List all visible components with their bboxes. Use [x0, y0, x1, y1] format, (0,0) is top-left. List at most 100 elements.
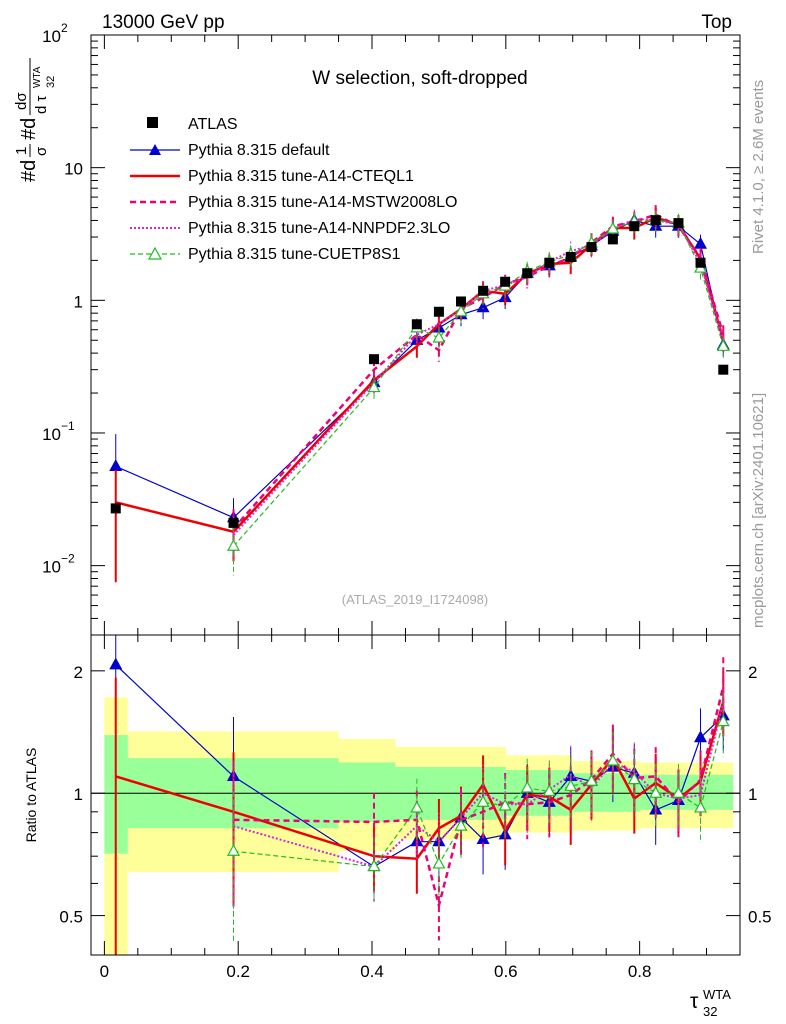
atlas-point [455, 296, 466, 307]
atlas-point [673, 218, 684, 229]
ylabel-sup: WTA [32, 66, 43, 88]
atlas-point [433, 306, 444, 317]
main-line-nnpdf [232, 218, 725, 536]
main-ylabel: #d 1 σ #d dσ d τ 32 WTA [13, 58, 57, 182]
main-ytick-label: 10 [42, 425, 61, 444]
ratio-marker-cuetp [498, 798, 512, 811]
ratio-marker-cuetp [410, 800, 424, 813]
ratio-marker-cuetp [716, 714, 730, 727]
ratio-marker-cuetp [564, 779, 578, 791]
analysis-watermark: (ATLAS_2019_I1724098) [342, 592, 488, 607]
main-marker-pythia_default [476, 300, 490, 313]
ratio-ytick-label: 1 [74, 785, 83, 804]
ylabel-hash-1: #d [18, 160, 40, 182]
atlas-point [650, 215, 661, 226]
main-line-pythia_default [115, 219, 724, 519]
ratio-marker-cuetp [454, 818, 468, 831]
ratio-marker-pythia_default [694, 730, 708, 743]
ylabel-sigma: σ [33, 146, 50, 156]
atlas-point [629, 221, 640, 232]
ylabel-sub: 32 [45, 76, 57, 88]
main-line-mstw [232, 213, 725, 530]
legend-cteql1-label: Pythia 8.315 tune-A14-CTEQL1 [188, 168, 414, 185]
ylabel-dsigma: dσ [13, 92, 30, 110]
ratio-marker-cuetp [367, 859, 381, 872]
ratio-line-nnpdf [233, 702, 725, 868]
ratio-xtick-label: 0.6 [494, 962, 518, 981]
ratio-marker-cuetp [606, 753, 620, 766]
main-marker-pythia_default [694, 236, 708, 249]
main-line-cuetp [233, 219, 724, 547]
legend: ATLAS Pythia 8.315 default Pythia 8.315 … [130, 116, 457, 263]
atlas-point [500, 276, 511, 287]
ratio-line-cteql1 [115, 701, 725, 861]
ratio-marker-cuetp [542, 784, 556, 797]
chart-title: W selection, soft-dropped [312, 68, 527, 89]
legend-mstw-label: Pythia 8.315 tune-A14-MSTW2008LO [188, 194, 457, 211]
main-marker-pythia_default [109, 459, 123, 471]
ratio-marker-cuetp [649, 785, 663, 798]
ratio-panel: 0.5 0.5 1 1 2 2 0 0.2 0.4 0.6 0.8 [59, 634, 772, 981]
ratio-marker-cuetp [476, 795, 490, 807]
ratio-xtick-label: 0 [100, 962, 109, 981]
ratio-marker-cuetp [694, 800, 708, 813]
ratio-frame [90, 634, 741, 956]
ratio-ytick-label: 2 [74, 663, 83, 682]
xlabel-sub: 32 [703, 1004, 717, 1019]
main-marker-cuetp [226, 539, 241, 551]
atlas-point [607, 234, 618, 245]
ratio-xtick-label: 0.4 [360, 962, 384, 981]
ratio-ytick-label: 0.5 [59, 908, 83, 927]
ratio-ytick-label-right: 2 [748, 663, 757, 682]
ratio-marker-cuetp [520, 780, 534, 793]
main-ytick-label: 1 [74, 292, 83, 311]
main-marker-cuetp [454, 304, 468, 317]
main-ytick-label: 10 [64, 160, 83, 179]
atlas-point [110, 503, 121, 514]
main-ytick-label: 10 [42, 27, 61, 46]
ratio-marker-pythia_default [109, 657, 123, 670]
main-line-cteql1 [115, 216, 725, 534]
ylabel-hash-2: #d [18, 118, 40, 140]
ratio-marker-cuetp [226, 843, 241, 856]
legend-default-label: Pythia 8.315 default [188, 142, 330, 159]
atlas-point [544, 257, 555, 268]
atlas-point [586, 242, 597, 253]
atlas-data-points [110, 215, 729, 528]
atlas-point [228, 517, 239, 528]
atlas-point [411, 319, 422, 330]
atlas-point [522, 268, 533, 279]
atlas-point [718, 364, 729, 375]
ratio-xtick-label: 0.8 [628, 962, 652, 981]
ratio-ytick-label-right: 1 [748, 785, 757, 804]
atlas-point [478, 285, 489, 296]
x-axis-label: τ 32 WTA [690, 987, 731, 1019]
legend-cuetp-marker [147, 246, 163, 260]
ratio-marker-cuetp [432, 856, 446, 869]
main-marker-cuetp [606, 221, 620, 234]
header-energy: 13000 GeV pp [102, 12, 225, 33]
rivet-version-label: Rivet 4.1.0, ≥ 2.6M events [750, 80, 767, 254]
main-marker-cuetp [432, 330, 446, 343]
xlabel-sup: WTA [703, 987, 731, 1002]
ylabel-dtau: d τ [33, 95, 50, 114]
header-process: Top [701, 12, 732, 33]
ratio-band-inner [338, 762, 396, 822]
ratio-marker-cuetp [584, 774, 598, 786]
main-ytick-label: 10 [42, 558, 61, 577]
legend-atlas-marker [147, 117, 158, 128]
ylabel-one: 1 [13, 147, 30, 155]
main-ytick-exp: −1 [61, 419, 75, 433]
main-ytick-exp: 2 [61, 21, 68, 35]
ratio-xtick-label: 0.2 [226, 962, 250, 981]
xlabel-tau: τ [690, 990, 699, 1013]
ratio-ylabel: Ratio to ATLAS [23, 748, 39, 843]
legend-cuetp-label: Pythia 8.315 tune-CUETP8S1 [188, 246, 401, 263]
main-marker-cuetp [716, 339, 730, 351]
ratio-series [109, 635, 730, 955]
legend-nnpdf-label: Pythia 8.315 tune-A14-NNPDF2.3LO [188, 220, 450, 237]
main-ytick-exp: −2 [61, 552, 75, 566]
